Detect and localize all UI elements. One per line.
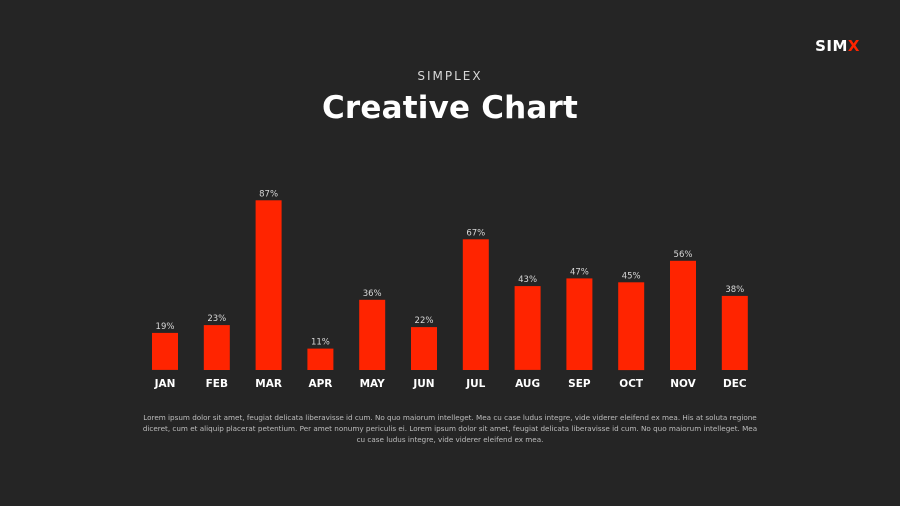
- brand-logo-accent: X: [847, 37, 860, 55]
- value-label-oct: 45%: [622, 271, 641, 281]
- value-label-mar: 87%: [259, 189, 278, 199]
- bar-nov: [670, 260, 696, 370]
- value-label-jun: 22%: [415, 316, 434, 326]
- brand-logo: SIMX: [815, 39, 860, 54]
- category-label-jan: JAN: [154, 378, 176, 390]
- bar-apr: [307, 348, 334, 370]
- value-label-feb: 23%: [207, 314, 226, 324]
- footer-description: Lorem ipsum dolor sit amet, feugiat deli…: [142, 413, 758, 444]
- bar-oct: [618, 282, 645, 371]
- section-subtitle: SIMPLEX: [417, 69, 483, 83]
- category-label-sep: SEP: [568, 378, 591, 390]
- value-label-dec: 38%: [725, 285, 744, 295]
- bar-feb: [203, 325, 230, 370]
- category-label-jul: JUL: [465, 378, 485, 390]
- value-label-aug: 43%: [518, 275, 537, 285]
- category-label-oct: OCT: [619, 378, 644, 390]
- category-label-aug: AUG: [515, 378, 540, 390]
- value-label-sep: 47%: [570, 267, 589, 277]
- category-label-dec: DEC: [723, 378, 747, 390]
- bar-mar: [255, 200, 282, 370]
- brand-logo-prefix: SIM: [815, 37, 848, 55]
- chart-title: Creative Chart: [321, 90, 579, 126]
- value-label-jul: 67%: [466, 228, 485, 238]
- bar-sep: [566, 278, 593, 370]
- category-label-jun: JUN: [412, 378, 434, 390]
- category-label-feb: FEB: [206, 378, 228, 390]
- bar-may: [359, 299, 386, 370]
- value-label-apr: 11%: [311, 338, 330, 348]
- value-label-may: 36%: [363, 289, 382, 299]
- bar-jun: [411, 327, 437, 370]
- category-label-may: MAY: [360, 378, 386, 390]
- category-label-mar: MAR: [255, 378, 282, 390]
- bar-jan: [152, 332, 178, 370]
- bar-dec: [721, 295, 748, 370]
- bar-aug: [514, 286, 541, 370]
- value-label-jan: 19%: [156, 322, 175, 332]
- bar-jul: [462, 239, 489, 370]
- category-label-nov: NOV: [670, 378, 696, 390]
- value-label-nov: 56%: [674, 250, 693, 260]
- category-label-apr: APR: [308, 378, 332, 390]
